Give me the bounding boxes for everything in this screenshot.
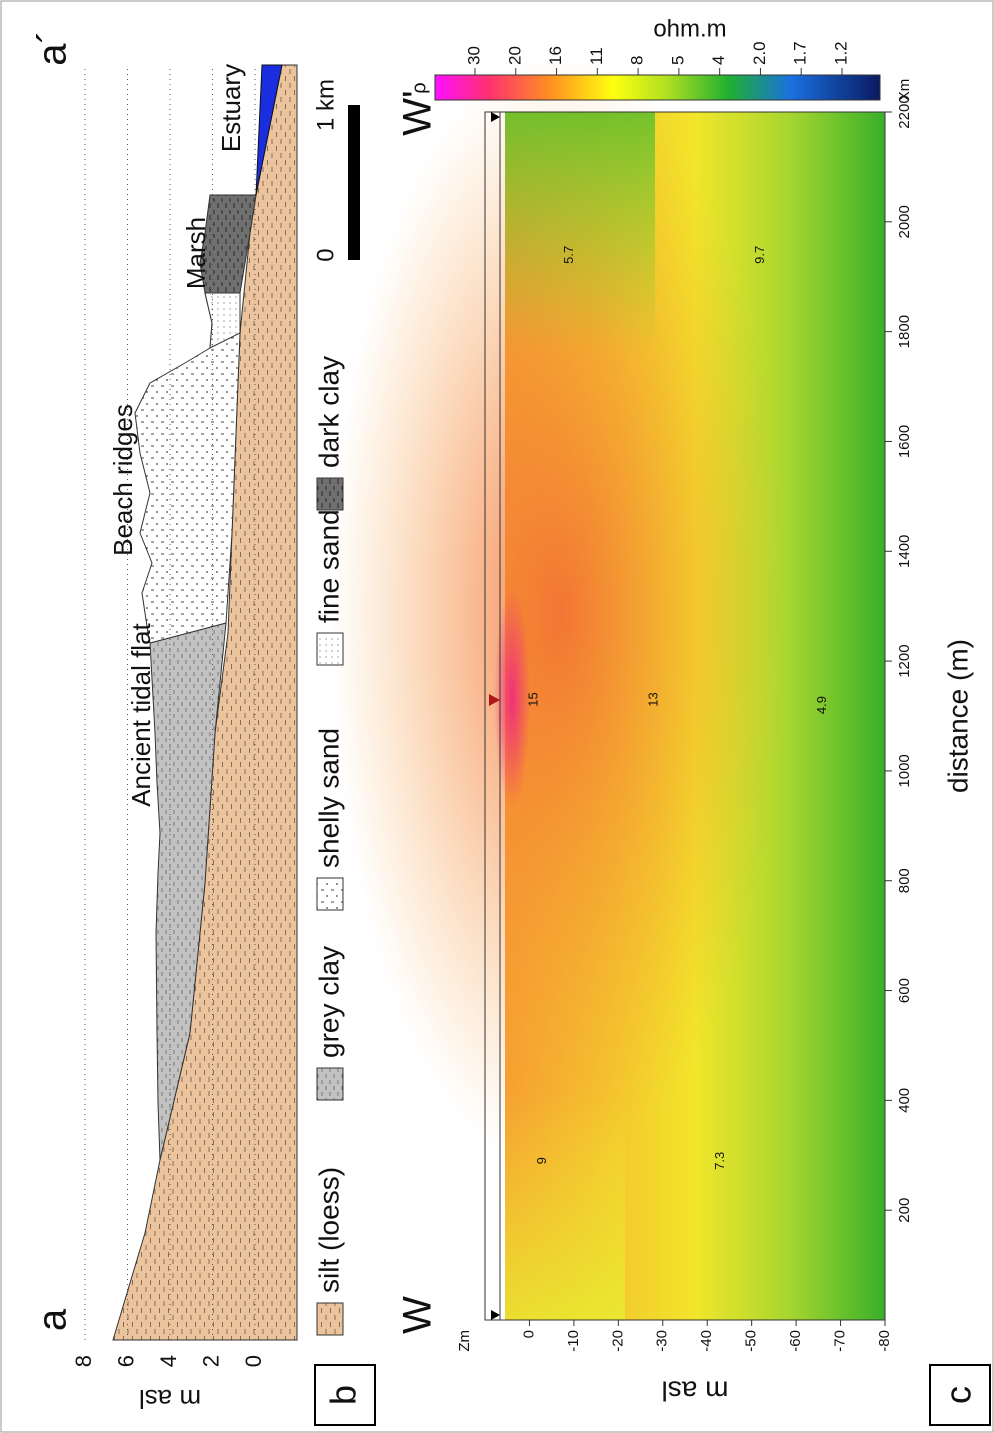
y-tick-label: -80 — [876, 1330, 893, 1352]
colorbar-symbol: ρ — [408, 82, 430, 93]
contour-label: 7.3 — [712, 1152, 727, 1170]
x-tick-label: 1600 — [896, 425, 913, 458]
x-tick-label: 1800 — [896, 315, 913, 348]
x-tick-label: 400 — [896, 1088, 913, 1113]
figure-content: 0 2 4 6 8 m asl a a´ Ancient tidal flat Beach rid… — [31, 15, 990, 1425]
resistivity-field — [505, 1090, 625, 1320]
contour-label: 15 — [525, 692, 540, 706]
colorbar-tick-label: 20 — [505, 46, 524, 65]
annotation: Estuary — [216, 64, 246, 152]
contour-label: 9.7 — [752, 246, 767, 264]
x-axis-label: distance (m) — [942, 639, 973, 793]
legend-swatch — [317, 633, 343, 665]
y-tick-label: -40 — [698, 1330, 715, 1352]
contour-label: 13 — [645, 692, 660, 706]
y-tick-label: 0 — [520, 1330, 537, 1338]
y-tick-label: -30 — [654, 1330, 671, 1352]
contour-label: 4.9 — [814, 696, 829, 714]
colorbar — [435, 75, 880, 100]
colorbar-tick-label: 2.0 — [750, 41, 769, 65]
section-start-label: W — [396, 1296, 440, 1334]
x-tick-label: 1400 — [896, 535, 913, 568]
y-axis-label: m asl — [662, 1376, 729, 1407]
legend-label: silt (loess) — [313, 1167, 344, 1293]
y-tick-label: -50 — [743, 1330, 760, 1352]
y-tick-label: 2 — [198, 1355, 223, 1367]
x-tick-label: 800 — [896, 868, 913, 893]
panel-label: b — [323, 1385, 364, 1405]
contour-label: 5.7 — [561, 246, 576, 264]
scale-label: 1 km — [312, 79, 339, 131]
scale-bar — [348, 105, 360, 260]
y-tick-label: 0 — [241, 1355, 266, 1367]
y-axis-label: m asl — [139, 1384, 201, 1414]
annotation: Ancient tidal flat — [126, 622, 156, 806]
x-tick-label: 2000 — [896, 205, 913, 238]
legend-label: dark clay — [313, 356, 344, 468]
y-tick-label: -10 — [565, 1330, 582, 1352]
y-tick-label: -60 — [787, 1330, 804, 1352]
colorbar-tick-label: 16 — [546, 46, 565, 65]
colorbar-label: ohm.m — [653, 15, 726, 42]
electrode-marker — [491, 1310, 500, 1320]
x-tick-label: 1000 — [896, 754, 913, 787]
y-tick-label: 4 — [156, 1355, 181, 1367]
section-start-label: a — [31, 1308, 75, 1331]
x-tick-label: 600 — [896, 978, 913, 1003]
annotation: Marsh — [181, 217, 211, 289]
panel-label: c — [938, 1386, 979, 1404]
legend-swatch — [317, 1068, 343, 1100]
x-tick-label: 1200 — [896, 644, 913, 677]
colorbar-tick-label: 5 — [668, 56, 687, 65]
colorbar-tick-label: 1.2 — [831, 41, 850, 65]
resistivity-field — [505, 112, 655, 353]
legend-swatch — [317, 1303, 343, 1335]
legend-swatch — [317, 478, 343, 510]
legend-label: fine sand — [313, 509, 344, 623]
y-tick-label: -70 — [832, 1330, 849, 1352]
contour-label: 9 — [534, 1157, 549, 1164]
colorbar-tick-label: 30 — [464, 46, 483, 65]
colorbar-tick-label: 4 — [709, 56, 728, 65]
colorbar-tick-label: 11 — [587, 47, 606, 65]
colorbar-tick-label: 8 — [628, 56, 647, 65]
section-end-label: W' — [396, 90, 440, 135]
annotation: Beach ridges — [108, 404, 138, 556]
y-axis-top-label: Zm — [456, 1330, 473, 1352]
legend-label: shelly sand — [313, 728, 344, 868]
colorbar-tick-label: 1.7 — [791, 41, 810, 65]
y-tick-label: 6 — [113, 1355, 138, 1367]
x-unit-label: Xm — [896, 79, 913, 102]
legend-label: grey clay — [313, 946, 344, 1058]
shelly-sand-layer — [135, 293, 240, 643]
scale-label: 0 — [312, 248, 339, 261]
y-tick-label: -20 — [609, 1330, 626, 1352]
figure: 0 2 4 6 8 m asl a a´ Ancient tidal flat Beach rid… — [0, 0, 994, 1433]
legend-swatch — [317, 878, 343, 910]
x-tick-label: 200 — [896, 1198, 913, 1223]
section-end-label: a´ — [31, 30, 75, 66]
y-tick-label: 8 — [71, 1355, 96, 1367]
